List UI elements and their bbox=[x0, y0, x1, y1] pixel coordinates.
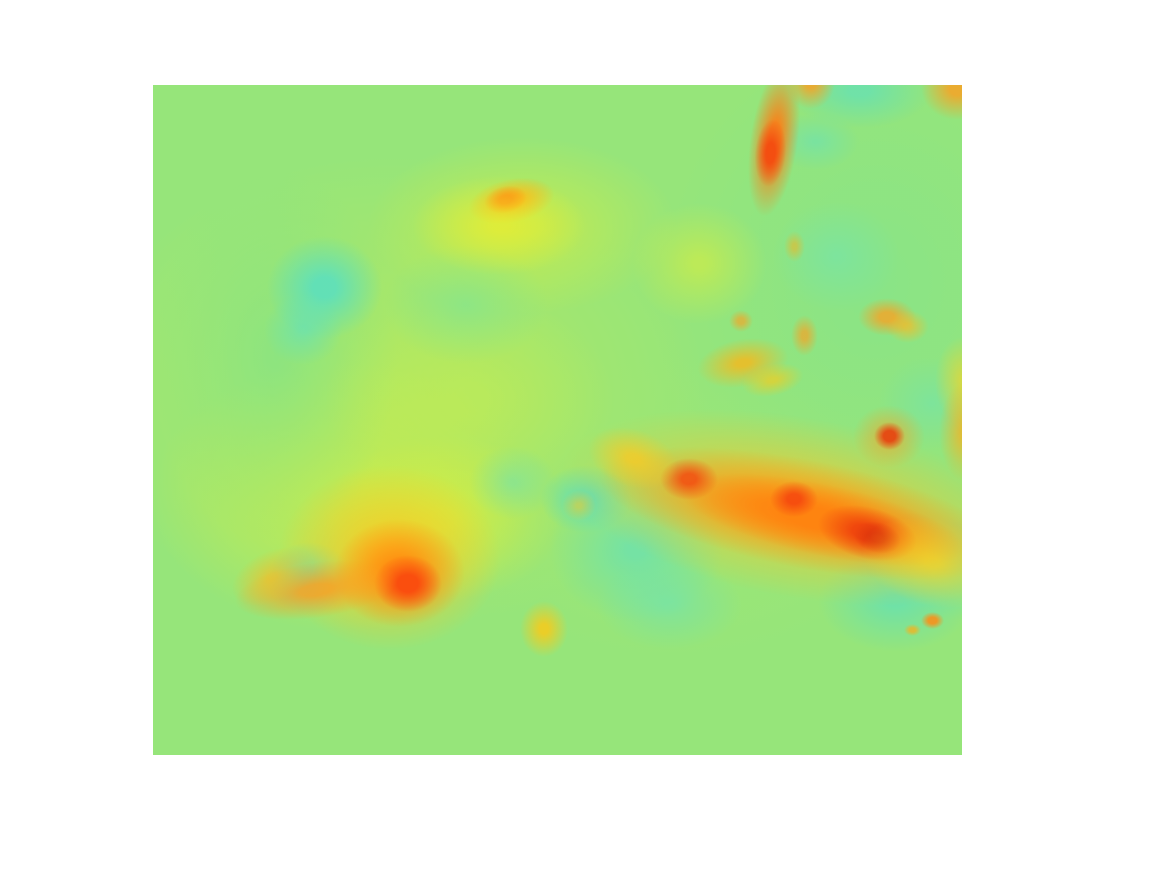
field-blob bbox=[520, 601, 569, 657]
field-blob bbox=[873, 422, 905, 450]
field-blob bbox=[790, 315, 818, 357]
field-blob bbox=[769, 480, 819, 517]
field-blob bbox=[264, 295, 342, 366]
field-blob bbox=[469, 446, 557, 520]
field-blob bbox=[885, 310, 930, 343]
field-blob bbox=[728, 310, 753, 332]
field-blob bbox=[562, 490, 597, 522]
map-plot bbox=[153, 85, 962, 755]
field-blob bbox=[783, 231, 805, 262]
field-blob bbox=[412, 175, 587, 276]
map-panel bbox=[143, 75, 972, 765]
field-blob bbox=[939, 382, 962, 483]
field-blob bbox=[631, 203, 767, 324]
field-blob bbox=[920, 611, 944, 629]
field-blob bbox=[786, 85, 835, 109]
field-blob bbox=[904, 623, 921, 637]
